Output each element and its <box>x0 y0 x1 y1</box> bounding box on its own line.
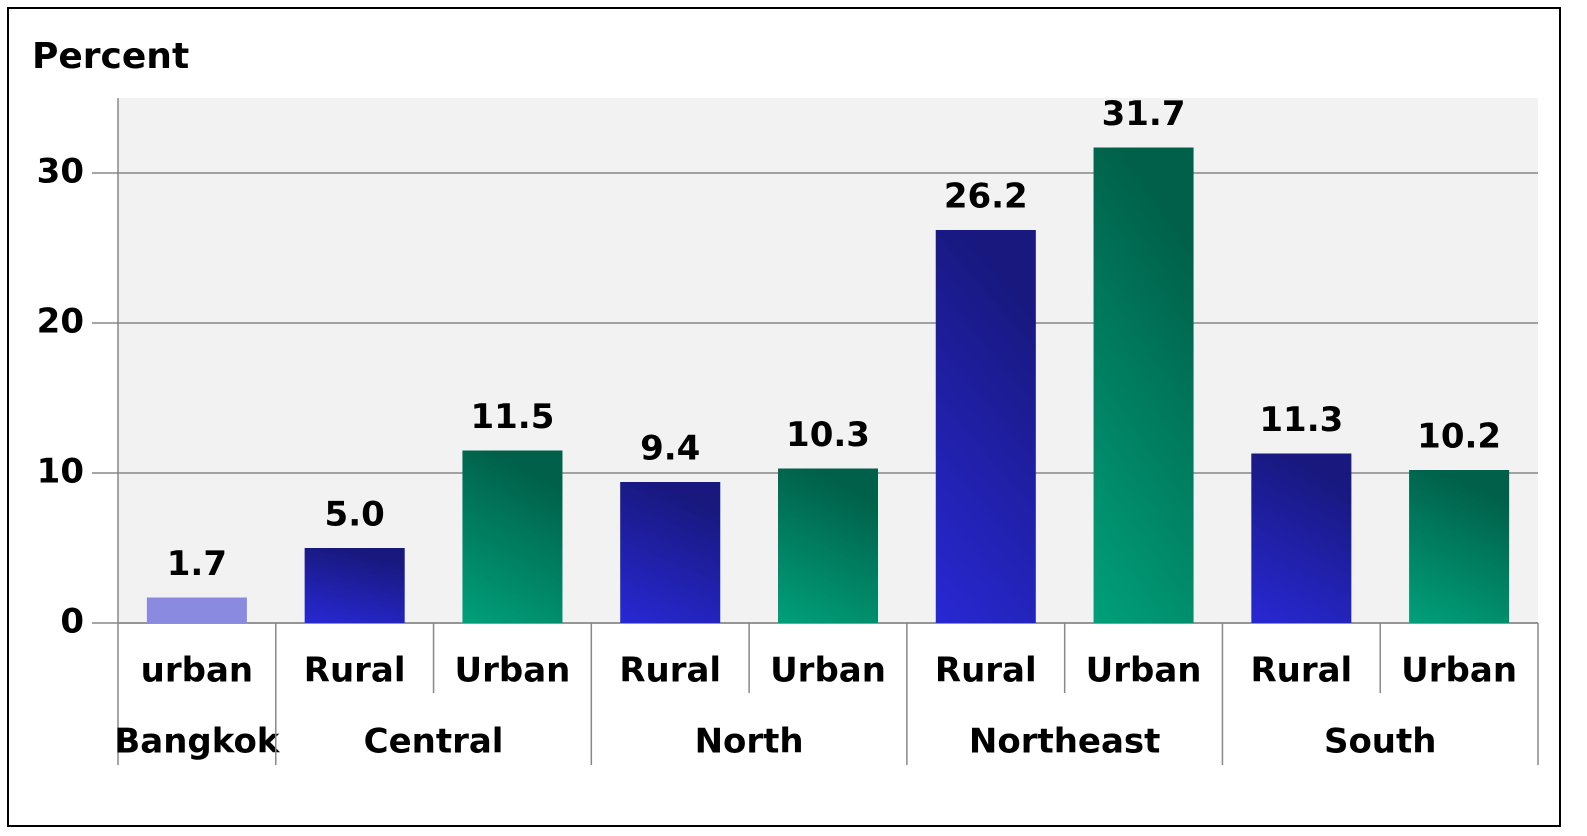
value-label: 1.7 <box>167 544 227 584</box>
chart-title: Percent <box>32 36 189 77</box>
bar-shade <box>1409 470 1510 623</box>
x-tick-label: urban <box>141 651 253 691</box>
value-label: 10.2 <box>1417 417 1501 457</box>
value-label: 5.0 <box>325 495 385 535</box>
y-tick-label: 0 <box>60 602 84 642</box>
x-tick-label: Rural <box>1250 651 1352 691</box>
group-label: North <box>695 722 804 762</box>
x-tick-label: Urban <box>1086 651 1202 691</box>
x-tick-label: Rural <box>304 651 406 691</box>
x-tick-label: Rural <box>619 651 721 691</box>
x-tick-label: Urban <box>1401 651 1517 691</box>
value-label: 31.7 <box>1102 94 1186 134</box>
bar-shade <box>304 548 405 623</box>
value-label: 26.2 <box>944 177 1028 217</box>
y-tick-label: 30 <box>37 152 84 192</box>
group-label: Central <box>364 722 504 762</box>
bar-shade <box>620 482 721 623</box>
x-tick-label: Urban <box>770 651 886 691</box>
value-label: 11.3 <box>1259 400 1343 440</box>
y-tick-label: 20 <box>37 302 84 342</box>
bar <box>146 597 247 623</box>
value-label: 10.3 <box>786 415 870 455</box>
bar-shade <box>1093 147 1194 623</box>
value-label: 9.4 <box>640 429 700 469</box>
group-label: Bangkok <box>114 722 280 762</box>
bar-shade <box>1251 453 1352 623</box>
group-label: Northeast <box>969 722 1161 762</box>
bar-shade <box>935 230 1036 623</box>
x-tick-label: Urban <box>455 651 571 691</box>
x-tick-label: Rural <box>935 651 1037 691</box>
bar-shade <box>778 468 878 623</box>
value-label: 11.5 <box>470 397 554 437</box>
bar-shade <box>462 450 563 623</box>
y-tick-label: 10 <box>37 452 84 492</box>
group-label: South <box>1324 722 1437 762</box>
